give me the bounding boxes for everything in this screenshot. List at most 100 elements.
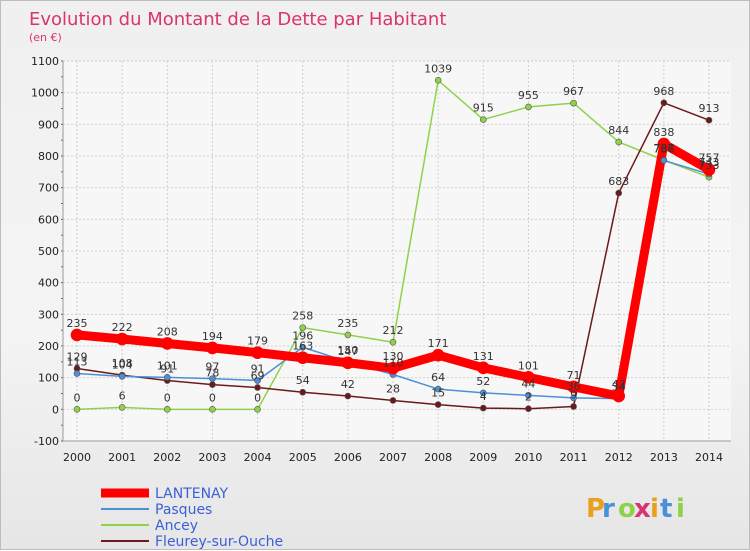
data-label: 844 (608, 124, 629, 137)
data-label: 743 (699, 156, 720, 169)
data-label: 0 (74, 391, 81, 404)
data-point-ancey (434, 77, 442, 84)
data-point-ancey (570, 99, 577, 107)
x-tick-label: 2014 (695, 451, 723, 464)
data-label: 2 (525, 391, 532, 404)
data-point-lantenay (296, 351, 310, 365)
y-tick-label: -100 (34, 435, 59, 448)
data-label: 110 (383, 357, 404, 370)
data-point-ancey (209, 406, 216, 413)
data-point-ancey (389, 338, 397, 346)
data-label: 78 (205, 367, 219, 380)
x-tick-label: 2001 (108, 451, 136, 464)
legend-label: Pasques (155, 502, 212, 518)
data-label: 4 (480, 390, 487, 403)
data-point-lantenay (522, 371, 535, 384)
data-label: 733 (699, 159, 720, 172)
data-point-fleurey-sur-ouche (525, 405, 532, 413)
y-tick-label: 700 (38, 182, 59, 195)
data-point-pasques (209, 375, 216, 382)
data-label: 0 (254, 391, 261, 404)
data-point-lantenay (206, 341, 219, 355)
x-tick-label: 2004 (244, 451, 272, 464)
data-point-ancey (163, 406, 171, 413)
x-tick-label: 2011 (560, 451, 588, 464)
data-point-pasques (118, 373, 126, 380)
data-label: 757 (699, 152, 720, 165)
data-label: 838 (653, 126, 674, 139)
data-label: 6 (119, 389, 126, 402)
data-point-pasques (434, 385, 442, 393)
x-tick-label: 2005 (289, 451, 317, 464)
data-point-fleurey-sur-ouche (570, 403, 577, 410)
y-tick-label: 400 (38, 277, 59, 290)
data-label: 222 (112, 321, 133, 334)
data-label: 101 (157, 359, 178, 372)
logo-letter: t (660, 494, 672, 524)
data-label: 786 (653, 142, 674, 155)
data-point-lantenay (251, 346, 264, 359)
data-point-ancey (479, 116, 487, 123)
data-label: 967 (563, 85, 584, 98)
data-label: 34 (612, 381, 626, 394)
data-point-fleurey-sur-ouche (209, 381, 216, 388)
legend-label: Fleurey-sur-Ouche (155, 534, 283, 550)
data-label: 179 (247, 335, 268, 348)
logo-letter: o (618, 494, 636, 524)
x-tick-label: 2006 (334, 451, 362, 464)
data-point-pasques (479, 389, 487, 397)
data-label: 113 (67, 356, 88, 369)
data-point-lantenay (431, 348, 445, 362)
y-tick-label: 900 (38, 118, 59, 131)
y-tick-label: 1000 (31, 87, 59, 100)
data-label: 52 (476, 375, 490, 388)
data-label: 212 (383, 324, 404, 337)
data-label: 0 (209, 391, 216, 404)
data-label: 97 (205, 361, 219, 374)
data-label: 913 (699, 102, 720, 115)
logo-letter: x (634, 494, 651, 524)
data-point-fleurey-sur-ouche (344, 392, 352, 400)
data-label: 955 (518, 89, 539, 102)
data-point-lantenay (702, 163, 716, 176)
logo-letter: r (602, 494, 615, 524)
proxiti-logo: Pr ox i t i (586, 494, 685, 524)
data-point-lantenay (386, 361, 400, 375)
data-label: 36 (567, 380, 581, 393)
data-label: 968 (653, 85, 674, 98)
data-point-ancey (73, 406, 81, 413)
chart-subtitle: (en €) (29, 31, 62, 44)
data-label: 258 (292, 310, 313, 323)
data-label: 147 (337, 345, 358, 358)
data-label: 91 (160, 363, 174, 376)
data-label: 194 (202, 330, 223, 343)
data-label: 235 (67, 317, 88, 330)
data-label: 71 (567, 369, 581, 382)
data-point-pasques (163, 374, 171, 381)
data-point-fleurey-sur-ouche (660, 99, 668, 107)
y-tick-label: 200 (38, 340, 59, 353)
data-point-ancey (299, 324, 307, 331)
data-label: 683 (608, 175, 629, 188)
data-point-fleurey-sur-ouche (299, 388, 307, 396)
data-point-pasques (525, 392, 532, 399)
data-point-fleurey-sur-ouche (389, 397, 397, 404)
data-label: 196 (292, 329, 313, 342)
data-label: 130 (383, 350, 404, 363)
data-point-ancey (615, 138, 623, 146)
data-point-ancey (118, 404, 126, 411)
data-label: 104 (112, 358, 133, 371)
data-point-lantenay (115, 332, 129, 346)
data-point-pasques (660, 157, 668, 164)
data-point-fleurey-sur-ouche (479, 404, 487, 412)
data-label: 108 (112, 357, 133, 370)
data-label: 91 (251, 363, 265, 376)
x-tick-label: 2010 (514, 451, 542, 464)
data-point-lantenay (160, 337, 174, 350)
y-tick-label: 800 (38, 150, 59, 163)
data-point-fleurey-sur-ouche (615, 189, 623, 197)
data-point-ancey (525, 103, 532, 111)
y-tick-label: 600 (38, 213, 59, 226)
data-point-pasques (570, 394, 577, 402)
